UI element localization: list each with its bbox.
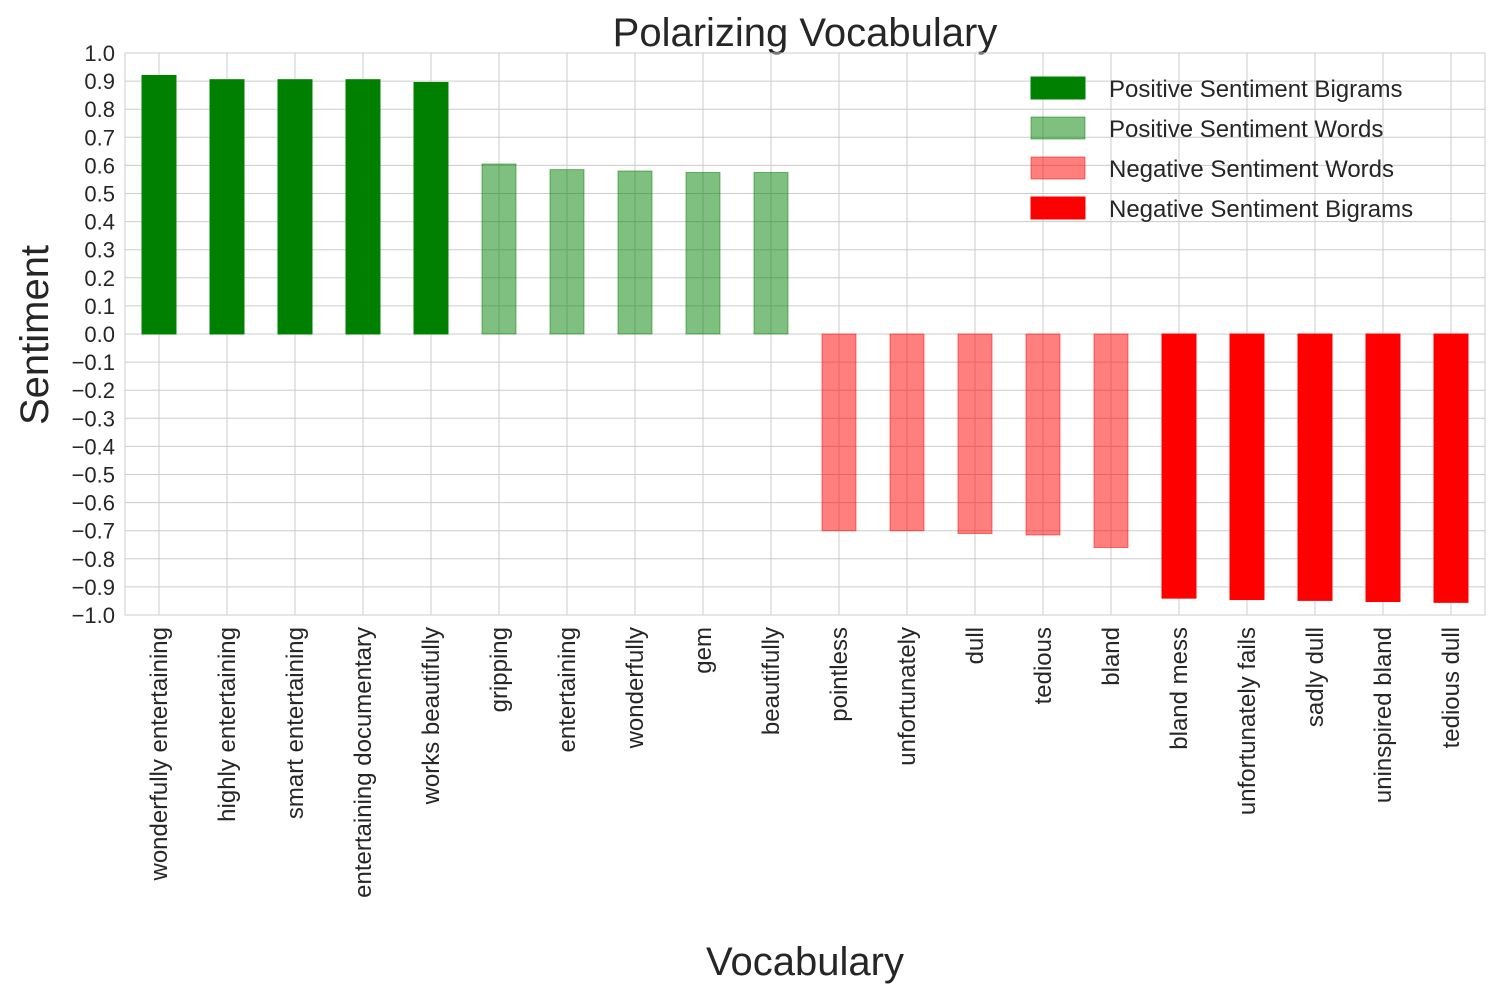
y-tick-label: 0.2	[84, 266, 115, 291]
y-tick-label: 0.8	[84, 97, 115, 122]
x-tick-label: beautifully	[758, 627, 785, 735]
bar-gem	[685, 171, 721, 335]
legend-entry: Positive Sentiment Words	[1109, 116, 1383, 143]
x-tick-label: gem	[690, 627, 717, 674]
x-tick-label: tedious dull	[1438, 627, 1465, 748]
x-tick-label: highly entertaining	[214, 627, 241, 822]
chart-title: Polarizing Vocabulary	[613, 11, 998, 55]
y-tick-label: −0.7	[72, 519, 115, 544]
y-tick-label: −0.6	[72, 491, 115, 516]
bar-unfortunately-fails	[1229, 333, 1265, 601]
x-tick-label: works beautifully	[418, 627, 445, 805]
x-tick-label: uninspired bland	[1370, 627, 1397, 803]
x-tick-label: bland	[1098, 627, 1125, 686]
bar-unfortunately	[889, 333, 925, 532]
bar-entertaining-documentary	[345, 79, 381, 335]
bar-pointless	[821, 333, 857, 532]
bar-wonderfully	[617, 170, 653, 335]
y-axis-label: Sentiment	[13, 245, 57, 425]
y-tick-label: 0.1	[84, 294, 115, 319]
y-tick-label: 0.6	[84, 153, 115, 178]
legend-entry: Positive Sentiment Bigrams	[1109, 76, 1402, 103]
y-tick-label: 0.3	[84, 238, 115, 263]
y-tick-label: −0.1	[72, 350, 115, 375]
legend: Positive Sentiment Bigrams Positive Senti…	[1030, 76, 1413, 223]
y-tick-label: −0.2	[72, 378, 115, 403]
bar-bland	[1093, 333, 1129, 549]
y-tick-label: 0.5	[84, 182, 115, 207]
y-tick-labels: −1.0 −0.9 −0.8 −0.7 −0.6 −0.5 −0.4 −0.3 −0.2 −0.1…	[72, 41, 115, 628]
y-tick-label: −1.0	[72, 603, 115, 628]
x-tick-label: entertaining	[554, 627, 581, 752]
bars	[141, 74, 1469, 603]
y-tick-label: −0.5	[72, 463, 115, 488]
bar-dull	[957, 333, 993, 535]
y-tick-label: −0.3	[72, 406, 115, 431]
x-tick-label: gripping	[486, 627, 513, 712]
y-tick-label: 0.0	[84, 322, 115, 347]
x-tick-label: pointless	[826, 627, 853, 722]
bar-gripping	[481, 163, 517, 335]
bar-works-beautifully	[413, 82, 449, 335]
bar-uninspired-bland	[1365, 333, 1401, 603]
bar-bland-mess	[1161, 333, 1197, 599]
bar-smart-entertaining	[277, 79, 313, 335]
legend-entry: Negative Sentiment Words	[1109, 156, 1394, 183]
x-tick-label: bland mess	[1166, 627, 1193, 750]
x-tick-label: dull	[962, 627, 989, 664]
bar-entertaining	[549, 169, 585, 335]
x-tick-label: wonderfully entertaining	[146, 627, 173, 882]
y-tick-label: 0.9	[84, 69, 115, 94]
x-tick-label: entertaining documentary	[350, 627, 377, 898]
plot-area	[124, 52, 1486, 616]
y-tick-label: −0.4	[72, 434, 115, 459]
legend-entry: Negative Sentiment Bigrams	[1109, 196, 1413, 223]
x-tick-label: smart entertaining	[282, 627, 309, 819]
x-tick-labels: wonderfully entertaining highly entertain…	[146, 627, 1465, 898]
x-tick-label: unfortunately fails	[1234, 627, 1261, 815]
legend-swatch	[1030, 156, 1086, 180]
bar-tedious-dull	[1433, 333, 1469, 603]
y-tick-label: 0.4	[84, 210, 115, 235]
bar-beautifully	[753, 171, 789, 335]
x-tick-label: sadly dull	[1302, 627, 1329, 727]
bar-highly-entertaining	[209, 79, 245, 335]
x-tick-label: wonderfully	[622, 627, 649, 749]
bar-wonderfully-entertaining	[141, 74, 177, 335]
x-tick-label: unfortunately	[894, 627, 921, 766]
bar-sadly-dull	[1297, 333, 1333, 601]
y-tick-label: −0.8	[72, 547, 115, 572]
y-tick-label: 0.7	[84, 125, 115, 150]
y-tick-label: −0.9	[72, 575, 115, 600]
y-tick-label: 1.0	[84, 41, 115, 66]
legend-swatch	[1030, 116, 1086, 140]
legend-swatch	[1030, 196, 1086, 220]
x-axis-label: Vocabulary	[706, 940, 904, 984]
x-tick-label: tedious	[1030, 627, 1057, 704]
legend-swatch	[1030, 76, 1086, 100]
bar-tedious	[1025, 333, 1061, 536]
